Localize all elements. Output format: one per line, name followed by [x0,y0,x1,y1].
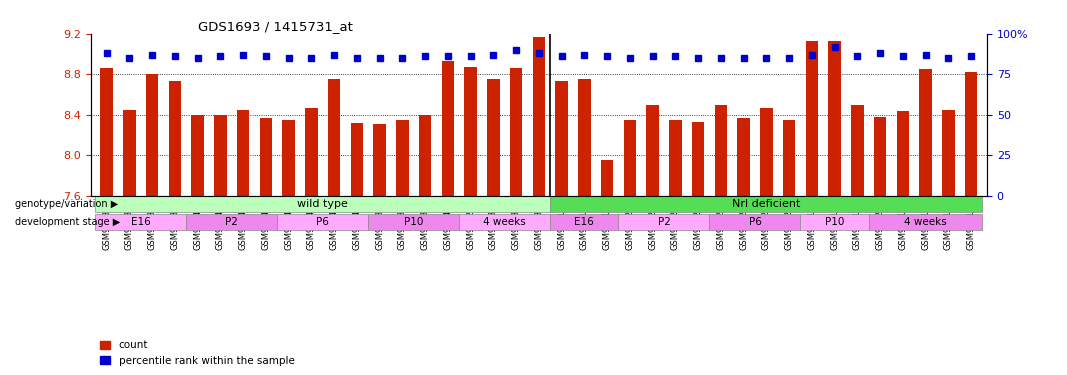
Bar [669,120,682,195]
Text: GDS1693 / 1415731_at: GDS1693 / 1415731_at [198,20,353,33]
Text: P2: P2 [225,217,238,227]
Bar [851,105,863,195]
Bar [828,41,841,195]
Bar [510,68,523,195]
Bar [277,214,368,230]
Text: E16: E16 [574,217,594,227]
Bar [869,214,983,230]
Bar [419,115,431,195]
Bar [691,122,704,195]
Bar [459,214,551,230]
Bar [551,196,983,212]
Text: genotype/variation ▶: genotype/variation ▶ [15,199,117,209]
Text: Nrl deficient: Nrl deficient [732,199,800,209]
Bar [715,105,727,195]
Bar [95,214,187,230]
Bar [169,81,181,195]
Text: 4 weeks: 4 weeks [483,217,526,227]
Bar [368,214,459,230]
Bar [619,214,710,230]
Bar [100,68,113,195]
Bar [800,214,869,230]
Text: P10: P10 [404,217,424,227]
Bar [532,37,545,195]
Bar [464,67,477,195]
Bar [760,108,773,195]
Bar [623,120,636,195]
Bar [396,120,409,195]
Text: 4 weeks: 4 weeks [904,217,946,227]
Bar [601,160,614,195]
Bar [942,110,955,195]
Text: development stage ▶: development stage ▶ [15,217,120,227]
Text: P6: P6 [316,217,329,227]
Bar [578,79,591,195]
Bar [146,74,158,195]
Bar [373,124,386,195]
Text: P10: P10 [825,217,844,227]
Bar [259,118,272,195]
Bar [737,118,750,195]
Bar [647,105,658,195]
Bar [783,120,795,195]
Bar [187,214,277,230]
Bar [237,110,250,195]
Bar [551,214,619,230]
Bar [442,61,455,195]
Bar [806,41,818,195]
Bar [874,117,887,195]
Text: E16: E16 [131,217,150,227]
Bar [555,81,568,195]
Bar [123,110,136,195]
Bar [305,108,318,195]
Bar [920,69,931,195]
Bar [328,79,340,195]
Text: wild type: wild type [298,199,348,209]
Bar [710,214,800,230]
Bar [95,196,551,212]
Bar [965,72,977,195]
Bar [487,79,499,195]
Bar [214,115,226,195]
Text: P6: P6 [749,217,762,227]
Bar [896,111,909,195]
Bar [283,120,294,195]
Bar [191,115,204,195]
Legend: count, percentile rank within the sample: count, percentile rank within the sample [96,336,299,370]
Text: P2: P2 [657,217,670,227]
Bar [351,123,363,195]
